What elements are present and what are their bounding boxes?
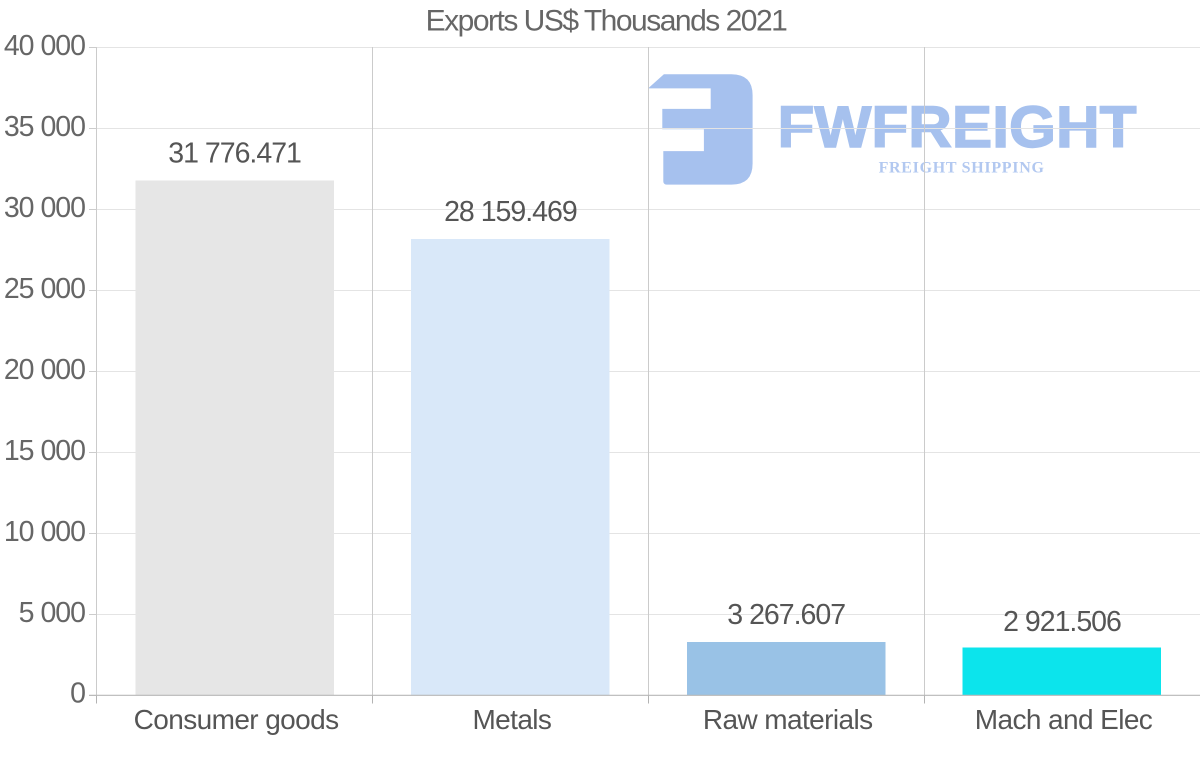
svg-text:31 776.471: 31 776.471 <box>168 138 301 170</box>
svg-text:30 000: 30 000 <box>4 192 85 224</box>
svg-text:Metals: Metals <box>472 704 551 735</box>
svg-text:5 000: 5 000 <box>19 597 85 629</box>
svg-text:28 159.469: 28 159.469 <box>444 196 577 228</box>
svg-text:20 000: 20 000 <box>4 354 85 386</box>
svg-text:35 000: 35 000 <box>4 111 85 143</box>
svg-text:3 267.607: 3 267.607 <box>727 599 845 631</box>
svg-text:Exports US$ Thousands 2021: Exports US$ Thousands 2021 <box>426 4 788 37</box>
svg-text:40 000: 40 000 <box>4 30 85 62</box>
svg-text:2 921.506: 2 921.506 <box>1003 606 1121 638</box>
svg-text:FREIGHT SHIPPING: FREIGHT SHIPPING <box>879 160 1045 177</box>
svg-text:Consumer goods: Consumer goods <box>134 704 339 735</box>
svg-text:15 000: 15 000 <box>4 435 85 467</box>
svg-text:10 000: 10 000 <box>4 516 85 548</box>
svg-text:0: 0 <box>70 677 85 709</box>
svg-text:FWFREIGHT: FWFREIGHT <box>778 95 1137 160</box>
svg-text:Mach and Elec: Mach and Elec <box>975 704 1153 735</box>
svg-text:Raw materials: Raw materials <box>703 704 873 735</box>
svg-text:25 000: 25 000 <box>4 273 85 305</box>
